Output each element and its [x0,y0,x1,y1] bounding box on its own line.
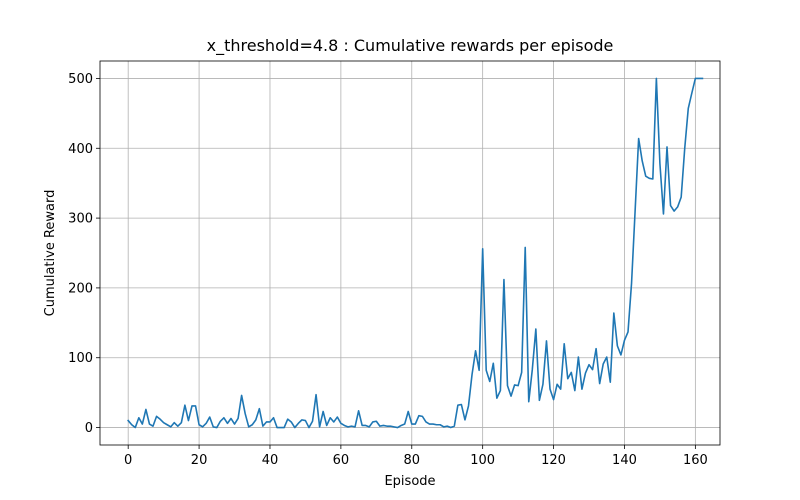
y-axis-ticks: 0 100 200 300 400 500 [68,72,100,436]
x-axis-label: Episode [384,474,435,489]
y-tick-label: 0 [85,421,93,436]
x-tick-label: 140 [612,453,637,468]
series-layer [127,77,704,429]
y-tick-label: 100 [68,351,93,366]
series-line-0 [127,77,704,429]
x-tick-label: 120 [541,453,566,468]
y-tick-label: 300 [68,212,93,227]
y-tick-label: 200 [68,281,93,296]
x-tick-label: 80 [403,453,420,468]
x-tick-label: 0 [124,453,132,468]
y-tick-label: 500 [68,72,93,87]
x-tick-label: 100 [470,453,495,468]
chart-title: x_threshold=4.8 : Cumulative rewards per… [207,36,614,56]
x-tick-label: 20 [191,453,208,468]
x-tick-label: 60 [333,453,350,468]
y-tick-label: 400 [68,142,93,157]
plot-frame [99,60,721,446]
x-axis-ticks: 0 20 40 60 80 100 120 140 160 [124,445,708,468]
y-axis-label: Cumulative Reward [43,190,58,317]
x-tick-label: 160 [683,453,708,468]
x-tick-label: 40 [262,453,279,468]
